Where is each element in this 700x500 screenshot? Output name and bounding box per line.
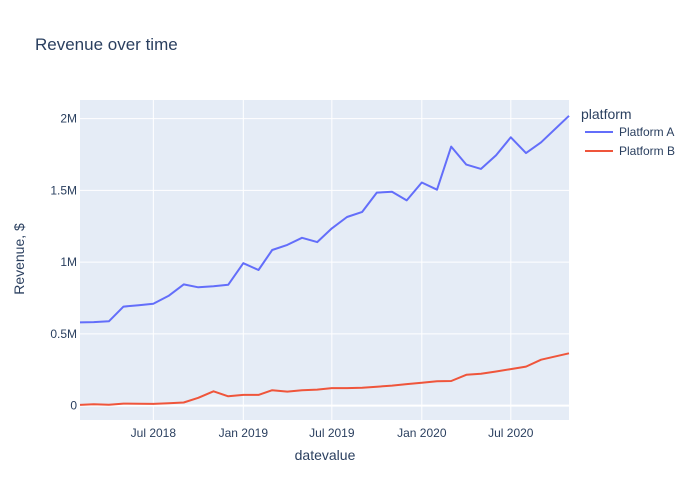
x-axis-ticks: Jul 2018 Jan 2019 Jul 2019 Jan 2020 Jul 2020 xyxy=(131,426,534,440)
chart-title: Revenue over time xyxy=(35,35,178,54)
series-lines xyxy=(79,115,570,406)
x-tick-label: Jul 2020 xyxy=(488,426,534,440)
x-tick-label: Jan 2020 xyxy=(397,426,447,440)
x-axis-title: datevalue xyxy=(295,447,356,463)
series-line-platform-b xyxy=(79,352,570,406)
series-line-platform-a xyxy=(79,115,570,324)
y-tick-label: 0 xyxy=(70,399,77,413)
x-tick-label: Jul 2019 xyxy=(309,426,355,440)
y-axis-ticks: 0 0.5M 1M 1.5M 2M xyxy=(50,112,77,413)
legend[interactable]: platform Platform A Platform B xyxy=(581,106,675,158)
legend-title: platform xyxy=(581,106,632,122)
legend-item-label[interactable]: Platform B xyxy=(619,144,675,158)
y-tick-label: 1.5M xyxy=(50,183,77,197)
grid xyxy=(80,100,569,420)
plot-area xyxy=(80,100,569,420)
y-axis-title: Revenue, $ xyxy=(11,223,27,295)
y-tick-label: 1M xyxy=(60,255,77,269)
legend-item-label[interactable]: Platform A xyxy=(619,125,674,139)
y-tick-label: 2M xyxy=(60,112,77,126)
y-tick-label: 0.5M xyxy=(50,327,77,341)
x-tick-label: Jan 2019 xyxy=(219,426,269,440)
x-tick-label: Jul 2018 xyxy=(131,426,177,440)
